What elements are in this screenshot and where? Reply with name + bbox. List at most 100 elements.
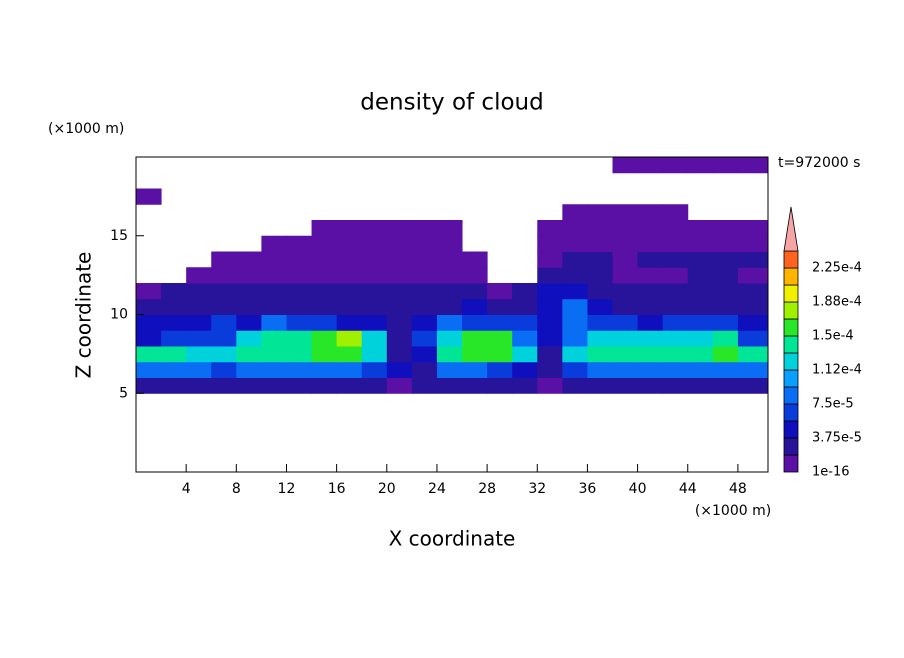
field-cell [687, 220, 714, 237]
field-cell [411, 314, 438, 331]
field-cell [687, 377, 714, 394]
field-cell [436, 346, 463, 363]
field-cell [562, 283, 588, 300]
x-tick-label: 24 [428, 481, 446, 497]
field-cell [186, 330, 212, 347]
field-cell [361, 251, 388, 268]
field-cell [186, 298, 212, 315]
field-cell [662, 314, 689, 331]
field-cell [386, 267, 413, 284]
field-cell [286, 251, 313, 268]
field-cell [562, 298, 588, 315]
field-cell [637, 377, 664, 394]
field-cell [737, 377, 769, 394]
chart-title: density of cloud [360, 90, 543, 116]
x-tick-label: 48 [729, 481, 747, 497]
field-cell [687, 361, 714, 378]
field-cell [386, 330, 413, 347]
field-cell [737, 251, 769, 268]
colorbar-band [783, 454, 799, 473]
colorbar-band [783, 335, 799, 354]
field-cell [487, 330, 513, 347]
field-cell [286, 330, 313, 347]
field-cell [386, 377, 413, 394]
field-cell [637, 220, 664, 237]
field-cell [261, 251, 287, 268]
field-cell [537, 251, 563, 268]
x-tick-label: 8 [232, 481, 241, 497]
field-cell [712, 330, 739, 347]
field-cell [462, 283, 488, 300]
field-cell [637, 204, 664, 221]
field-cell [487, 283, 513, 300]
field-cell [612, 251, 639, 268]
x-tick-label: 20 [378, 481, 396, 497]
field-cell [336, 314, 363, 331]
field-cell [612, 346, 639, 363]
field-cell [361, 314, 388, 331]
field-cell [311, 330, 338, 347]
colorbar-band [783, 369, 799, 388]
field-cell [562, 204, 588, 221]
field-cell [512, 377, 538, 394]
field-cell [161, 346, 187, 363]
x-tick-label: 28 [478, 481, 496, 497]
field-cell [587, 346, 614, 363]
x-unit: (×1000 m) [695, 503, 771, 519]
colorbar-band [783, 284, 799, 303]
field-cell [712, 283, 739, 300]
field-cell [436, 220, 463, 237]
field-cell [687, 346, 714, 363]
field-cell [537, 267, 563, 284]
field-cell [512, 346, 538, 363]
colorbar-label: 2.25e-4 [812, 261, 862, 276]
field-cell [512, 330, 538, 347]
field-cell [186, 346, 212, 363]
x-tick-label: 32 [528, 481, 546, 497]
field-cell [662, 346, 689, 363]
field-cell [537, 220, 563, 237]
field-cell [712, 235, 739, 252]
field-cell [562, 330, 588, 347]
field-cell [436, 298, 463, 315]
field-cell [336, 235, 363, 252]
field-cell [512, 314, 538, 331]
x-tick-label: 44 [679, 481, 697, 497]
field-cell [562, 361, 588, 378]
colorbar-label: 7.5e-5 [812, 397, 854, 412]
field-cell [662, 235, 689, 252]
field-cell [386, 251, 413, 268]
field-cell [712, 346, 739, 363]
field-cell [161, 314, 187, 331]
colorbar-label: 1e-16 [812, 465, 850, 480]
field-cell [712, 220, 739, 237]
field-cell [286, 235, 313, 252]
field-cell [687, 235, 714, 252]
field-cell [386, 283, 413, 300]
field-cell [361, 361, 388, 378]
field-cell [236, 298, 262, 315]
field-cell [386, 235, 413, 252]
field-cell [737, 157, 769, 174]
field-cell [386, 346, 413, 363]
colorbar-band [783, 250, 799, 269]
field-cell [462, 267, 488, 284]
field-cell [386, 314, 413, 331]
field-cell [361, 377, 388, 394]
field-cell [136, 361, 162, 378]
field-cell [336, 377, 363, 394]
field-cell [562, 346, 588, 363]
field-cell [662, 330, 689, 347]
field-cell [612, 220, 639, 237]
field-cell [436, 235, 463, 252]
field-cell [487, 346, 513, 363]
field-cell [737, 361, 769, 378]
x-tick-label: 36 [579, 481, 597, 497]
field-cell [487, 361, 513, 378]
x-axis-label: X coordinate [389, 527, 516, 551]
colorbar-band [783, 301, 799, 320]
field-cell [662, 251, 689, 268]
field-cell [411, 361, 438, 378]
field-cell [512, 283, 538, 300]
